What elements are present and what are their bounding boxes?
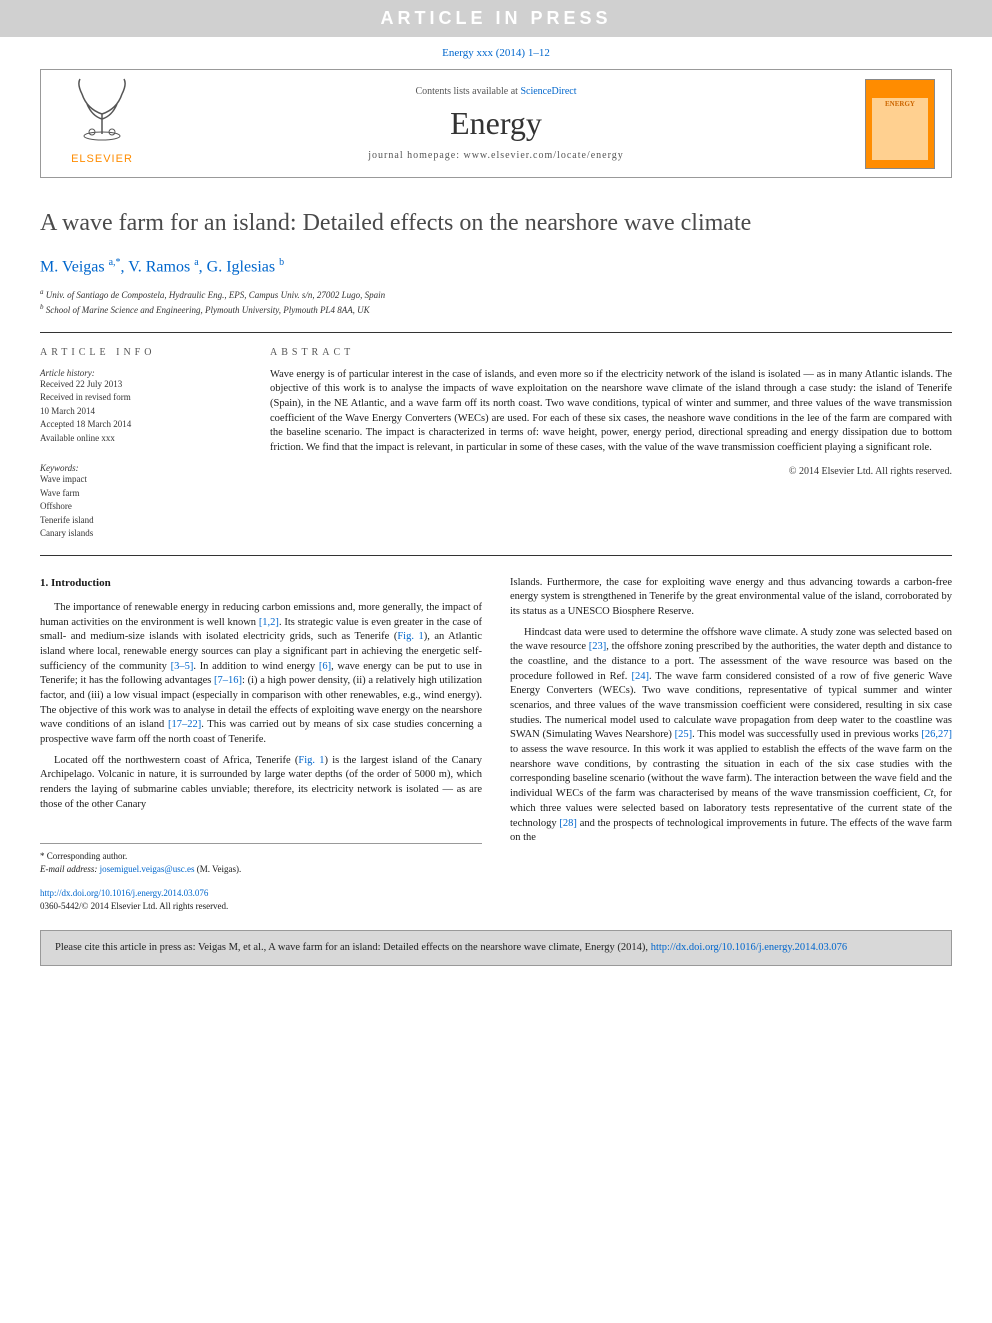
ref-link[interactable]: [26,27] — [921, 729, 952, 740]
elsevier-logo: ELSEVIER — [57, 74, 147, 174]
ref-link[interactable]: [17–22] — [168, 719, 201, 730]
history-head: Article history: — [40, 368, 240, 378]
history-list: Received 22 July 2013 Received in revise… — [40, 378, 240, 446]
ref-link[interactable]: [1,2] — [259, 617, 279, 628]
ref-link[interactable]: [6] — [319, 661, 331, 672]
doi-link[interactable]: http://dx.doi.org/10.1016/j.energy.2014.… — [40, 888, 208, 898]
keywords-head: Keywords: — [40, 463, 240, 473]
elsevier-text: ELSEVIER — [57, 153, 147, 165]
section-heading: 1. Introduction — [40, 576, 482, 591]
body-column-left: 1. Introduction The importance of renewa… — [40, 576, 482, 877]
abstract: ABSTRACT Wave energy is of particular in… — [270, 347, 952, 541]
abstract-copyright: © 2014 Elsevier Ltd. All rights reserved… — [270, 466, 952, 477]
email-link[interactable]: josemiguel.veigas@usc.es — [100, 864, 195, 874]
journal-cover-thumb: ENERGY — [865, 79, 935, 169]
ref-link[interactable]: [7–16] — [214, 675, 242, 686]
sciencedirect-link[interactable]: ScienceDirect — [520, 86, 576, 97]
elsevier-tree-icon — [62, 74, 142, 144]
contents-lists: Contents lists available at ScienceDirec… — [171, 86, 821, 97]
top-citation: Energy xxx (2014) 1–12 — [0, 37, 992, 69]
citation-footer: Please cite this article in press as: Ve… — [40, 930, 952, 967]
ref-link[interactable]: [28] — [559, 818, 577, 829]
corresponding-author: * Corresponding author. E-mail address: … — [40, 843, 482, 877]
authors: M. Veigas a,*, V. Ramos a, G. Iglesias b — [40, 257, 952, 276]
journal-header: ELSEVIER ENERGY Contents lists available… — [40, 69, 952, 178]
journal-name: Energy — [171, 105, 821, 142]
abstract-label: ABSTRACT — [270, 347, 952, 358]
divider — [40, 332, 952, 333]
keywords-list: Wave impact Wave farm Offshore Tenerife … — [40, 473, 240, 541]
article-title: A wave farm for an island: Detailed effe… — [40, 208, 952, 239]
doi-block: http://dx.doi.org/10.1016/j.energy.2014.… — [40, 887, 952, 914]
ref-link[interactable]: [3–5] — [171, 661, 194, 672]
intro-para-1: The importance of renewable energy in re… — [40, 601, 482, 748]
article-in-press-banner: ARTICLE IN PRESS — [0, 0, 992, 37]
ref-link[interactable]: [24] — [631, 671, 649, 682]
fig-link[interactable]: Fig. 1 — [298, 755, 324, 766]
footer-doi-link[interactable]: http://dx.doi.org/10.1016/j.energy.2014.… — [651, 942, 847, 953]
divider — [40, 555, 952, 556]
intro-para-2: Located off the northwestern coast of Af… — [40, 754, 482, 813]
intro-para-3: Hindcast data were used to determine the… — [510, 626, 952, 846]
article-info-label: ARTICLE INFO — [40, 347, 240, 358]
ref-link[interactable]: [23] — [589, 641, 607, 652]
abstract-text: Wave energy is of particular interest in… — [270, 368, 952, 456]
ref-link[interactable]: [25] — [675, 729, 693, 740]
intro-para-2-cont: Islands. Furthermore, the case for explo… — [510, 576, 952, 620]
journal-homepage: journal homepage: www.elsevier.com/locat… — [171, 150, 821, 161]
affiliations: a Univ. of Santiago de Compostela, Hydra… — [40, 287, 952, 318]
body-column-right: Islands. Furthermore, the case for explo… — [510, 576, 952, 877]
fig-link[interactable]: Fig. 1 — [397, 631, 423, 642]
cover-thumb-text: ENERGY — [872, 98, 928, 160]
article-info: ARTICLE INFO Article history: Received 2… — [40, 347, 240, 541]
